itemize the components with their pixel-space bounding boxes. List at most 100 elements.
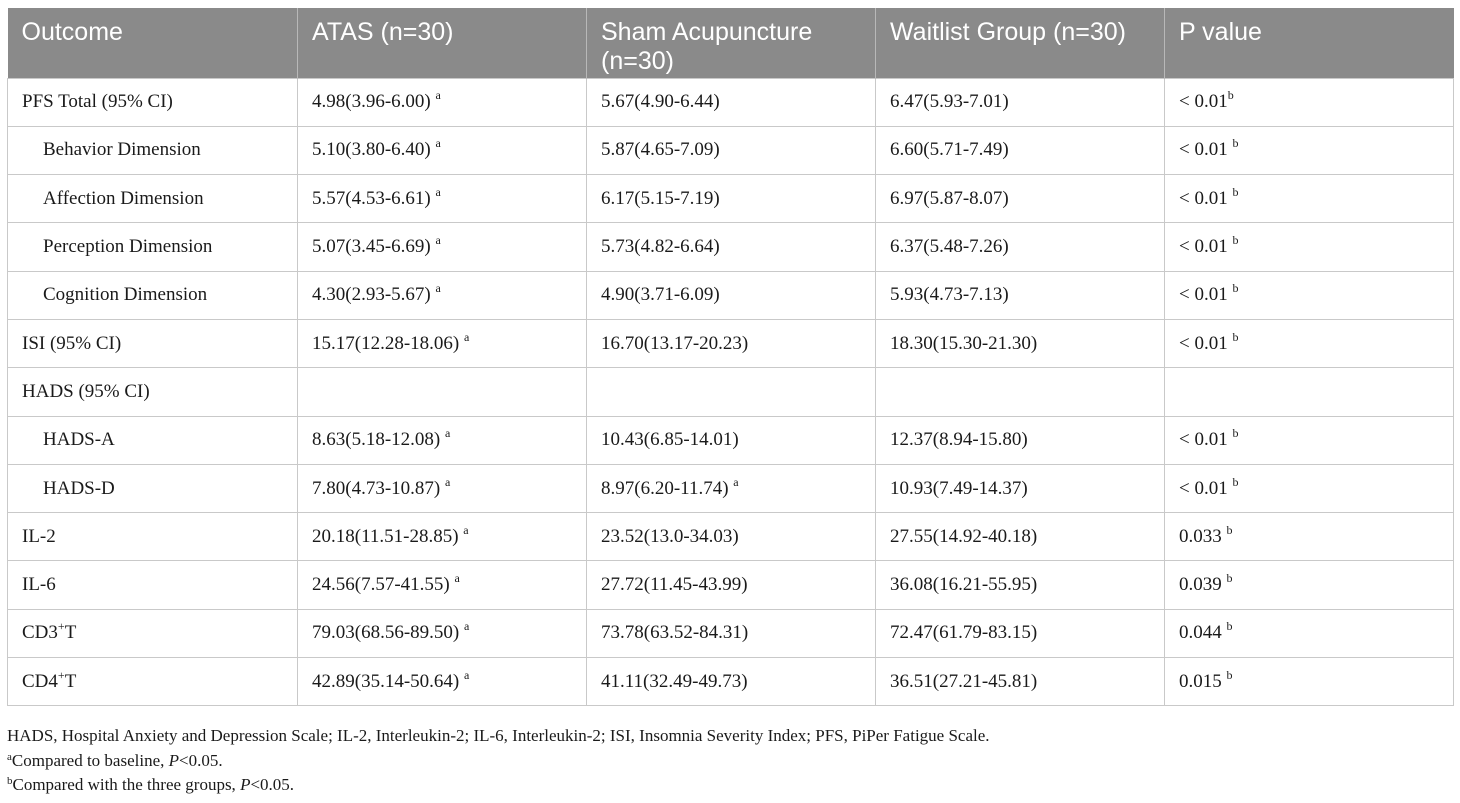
waitlist-cell: 5.93(4.73-7.13) [875, 270, 1165, 320]
cell-text: 6.47(5.93-7.01) [890, 91, 1009, 113]
table-row: CD4+T 42.89(35.14-50.64) a 41.11(32.49-49.… [7, 657, 1454, 707]
cell-text: < 0.01 [1179, 429, 1233, 451]
outcome-cell: HADS-D [7, 463, 298, 514]
footnote-a-threshold: <0.05. [179, 750, 223, 770]
superscript-marker: a [454, 571, 460, 586]
waitlist-cell [875, 367, 1165, 417]
waitlist-cell: 27.55(14.92-40.18) [875, 512, 1165, 562]
cell-text: Affection Dimension [43, 187, 204, 209]
sham-cell: 73.78(63.52-84.31) [586, 608, 876, 659]
cell-text: 0.044 [1179, 622, 1227, 644]
cell-text: 36.51(27.21-45.81) [890, 670, 1038, 692]
cell-text: CD4 [22, 670, 58, 692]
header-atas: ATAS (n=30) [297, 8, 587, 78]
cell-text: 15.17(12.28-18.06) [312, 332, 464, 354]
cell-text: Behavior Dimension [43, 139, 201, 161]
outcome-cell: CD3+T [7, 608, 298, 659]
superscript-marker: b [1226, 571, 1233, 586]
table-row: CD3+T 79.03(68.56-89.50) a 73.78(63.52-84.… [7, 608, 1454, 659]
cell-text: < 0.01 [1179, 236, 1233, 258]
atas-cell: 5.10(3.80-6.40) a [297, 125, 587, 176]
cell-text: 5.07(3.45-6.69) [312, 236, 436, 258]
atas-cell: 7.80(4.73-10.87) a [297, 463, 587, 514]
waitlist-cell: 72.47(61.79-83.15) [875, 608, 1165, 659]
superscript-marker: a [444, 474, 451, 489]
superscript-marker: b [1232, 329, 1239, 344]
outcome-cell: IL-6 [7, 560, 298, 610]
p-value-cell: < 0.01b [1164, 77, 1454, 127]
p-value-cell: 0.015 b [1164, 657, 1454, 707]
cell-text: IL-6 [22, 574, 56, 596]
footnote-a-marker: a [7, 750, 12, 763]
footnote-b-threshold: <0.05. [250, 775, 295, 794]
cell-text: 5.87(4.65-7.09) [601, 139, 720, 161]
table-row: Behavior Dimension 5.10(3.80-6.40) a 5.87(… [7, 125, 1454, 176]
sham-cell: 6.17(5.15-7.19) [586, 174, 876, 224]
table-body: PFS Total (95% CI) 4.98(3.96-6.00) a 5.67(… [7, 77, 1454, 707]
waitlist-cell: 6.97(5.87-8.07) [875, 174, 1165, 224]
atas-cell: 5.57(4.53-6.61) a [297, 174, 587, 224]
cell-text: 6.17(5.15-7.19) [601, 187, 720, 209]
p-value-cell: < 0.01 b [1164, 415, 1454, 465]
superscript-marker: b [1232, 184, 1239, 199]
cell-text: HADS (95% CI) [22, 380, 150, 402]
table-row: Cognition Dimension 4.30(2.93-5.67) a 4.90… [7, 270, 1454, 320]
cell-text: 6.37(5.48-7.26) [890, 236, 1009, 258]
cell-text: 5.10(3.80-6.40) [312, 139, 436, 161]
outcome-cell: IL-2 [7, 512, 298, 562]
p-value-cell [1164, 367, 1454, 417]
table-row: HADS-D 7.80(4.73-10.87) a 8.97(6.20-11.74)… [7, 463, 1454, 514]
cell-text: Perception Dimension [43, 236, 213, 258]
superscript-marker: b [1232, 426, 1239, 441]
cell-text: < 0.01 [1179, 477, 1233, 499]
atas-cell: 8.63(5.18-12.08) a [297, 415, 587, 465]
cell-text: 72.47(61.79-83.15) [890, 622, 1038, 644]
outcome-cell: Affection Dimension [7, 174, 298, 224]
cell-text: 4.98(3.96-6.00) [312, 91, 436, 113]
cell-text: 7.80(4.73-10.87) [312, 477, 445, 499]
p-value-cell: < 0.01 b [1164, 270, 1454, 320]
superscript-marker: a [463, 522, 469, 537]
superscript-marker: a [463, 619, 470, 634]
table-row: HADS-A 8.63(5.18-12.08) a 10.43(6.85-14.01… [7, 415, 1454, 465]
waitlist-cell: 12.37(8.94-15.80) [875, 415, 1165, 465]
cell-text: 10.93(7.49-14.37) [890, 477, 1028, 499]
table-row: Affection Dimension 5.57(4.53-6.61) a 6.17… [7, 174, 1454, 224]
cell-text: 5.93(4.73-7.13) [890, 284, 1009, 306]
table-header: Outcome ATAS (n=30) Sham Acupuncture (n=… [7, 8, 1454, 78]
cell-text-suffix: T [64, 670, 77, 692]
cell-text: ISI (95% CI) [22, 332, 122, 354]
cell-text: Cognition Dimension [43, 284, 208, 306]
cell-text: < 0.01 [1179, 332, 1233, 354]
atas-cell: 4.30(2.93-5.67) a [297, 270, 587, 320]
header-sham: Sham Acupuncture (n=30) [586, 8, 876, 78]
cell-text: 10.43(6.85-14.01) [601, 429, 739, 451]
atas-cell [297, 367, 587, 417]
cell-text: CD3 [22, 622, 58, 644]
cell-text: 4.90(3.71-6.09) [601, 284, 720, 306]
superscript-marker: + [57, 619, 65, 634]
footnote-b: bCompared with the three groups, P<0.05. [7, 773, 990, 798]
sham-cell: 27.72(11.45-43.99) [586, 560, 876, 610]
sham-cell: 8.97(6.20-11.74) a [586, 463, 876, 514]
sham-cell: 5.73(4.82-6.64) [586, 222, 876, 272]
cell-text: < 0.01 [1179, 91, 1228, 113]
cell-text: 23.52(13.0-34.03) [601, 525, 739, 547]
cell-text: 42.89(35.14-50.64) [312, 670, 464, 692]
atas-cell: 5.07(3.45-6.69) a [297, 222, 587, 272]
footnote-a-text: Compared to baseline, [11, 750, 169, 770]
table-row: PFS Total (95% CI) 4.98(3.96-6.00) a 5.67(… [7, 77, 1454, 127]
superscript-marker: b [1232, 474, 1239, 489]
atas-cell: 20.18(11.51-28.85) a [297, 512, 587, 562]
footnote-b-marker: b [7, 775, 13, 787]
superscript-marker: b [1232, 136, 1239, 151]
cell-text: 0.015 [1179, 670, 1227, 692]
cell-text: 79.03(68.56-89.50) [312, 622, 464, 644]
cell-text: 12.37(8.94-15.80) [890, 429, 1028, 451]
atas-cell: 4.98(3.96-6.00) a [297, 77, 587, 127]
p-value-cell: 0.044 b [1164, 608, 1454, 659]
cell-text: 8.63(5.18-12.08) [312, 429, 445, 451]
table-row: Perception Dimension 5.07(3.45-6.69) a 5.7… [7, 222, 1454, 272]
cell-text: 20.18(11.51-28.85) [312, 525, 464, 547]
table-footnotes: HADS, Hospital Anxiety and Depression Sc… [7, 724, 990, 798]
